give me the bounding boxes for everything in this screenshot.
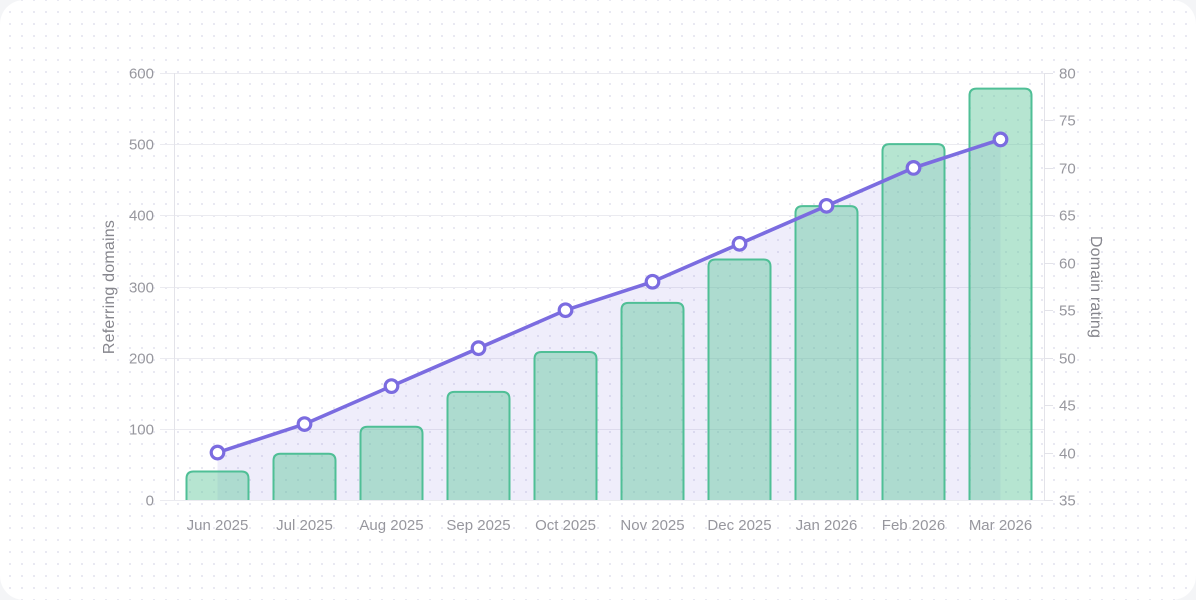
right-axis-tick-label: 75 [1059, 113, 1076, 130]
referring-domains-bar[interactable] [446, 390, 511, 500]
x-axis-category-label: Nov 2025 [620, 517, 684, 534]
domain-rating-point[interactable] [383, 378, 400, 395]
x-axis-category-label: Mar 2026 [969, 517, 1032, 534]
left-axis-tick-label: 600 [129, 66, 154, 83]
x-axis-category-label: Jul 2025 [276, 517, 333, 534]
right-axis-title: Domain rating [1087, 235, 1104, 339]
referring-domains-bar[interactable] [272, 452, 337, 500]
left-axis-tick-label: 300 [129, 280, 154, 297]
left-axis-tick-label: 200 [129, 351, 154, 368]
referring-domains-bar[interactable] [707, 258, 772, 500]
right-axis-tick-label: 50 [1059, 351, 1076, 368]
right-axis-tick-label: 40 [1059, 446, 1076, 463]
domain-rating-point[interactable] [644, 273, 661, 290]
right-axis-tick-label: 45 [1059, 398, 1076, 415]
referring-domains-bar[interactable] [620, 301, 685, 500]
left-axis-tick-label: 500 [129, 137, 154, 154]
x-axis-category-label: Sep 2025 [446, 517, 510, 534]
x-axis-category-label: Oct 2025 [535, 517, 596, 534]
left-axis-tick-label: 100 [129, 422, 154, 439]
referring-domains-bar[interactable] [533, 350, 598, 500]
right-axis-tick-label: 60 [1059, 256, 1076, 273]
right-axis-tick-label: 65 [1059, 208, 1076, 225]
referring-domains-bar[interactable] [794, 205, 859, 500]
right-axis-tick-label: 55 [1059, 303, 1076, 320]
domain-rating-point[interactable] [731, 235, 748, 252]
domain-rating-point[interactable] [557, 302, 574, 319]
x-axis-category-label: Dec 2025 [707, 517, 771, 534]
left-axis-title: Referring domains [101, 219, 118, 355]
referring-domains-bar[interactable] [359, 425, 424, 500]
x-axis-category-label: Feb 2026 [882, 517, 945, 534]
domain-rating-point[interactable] [209, 444, 226, 461]
domain-rating-point[interactable] [905, 159, 922, 176]
referring-domains-bar[interactable] [881, 143, 946, 500]
right-axis-tick-label: 35 [1059, 493, 1076, 510]
domain-rating-line [215, 137, 1003, 455]
domain-rating-point[interactable] [818, 197, 835, 214]
x-axis-category-label: Jan 2026 [796, 517, 858, 534]
right-axis-tick-label: 80 [1059, 66, 1076, 83]
x-axis-category-label: Aug 2025 [359, 517, 423, 534]
left-axis-tick-label: 0 [146, 493, 154, 510]
referring-domains-bar[interactable] [185, 470, 250, 500]
domain-rating-area [217, 139, 1001, 500]
referring-domains-bar[interactable] [968, 87, 1033, 500]
domain-rating-point[interactable] [296, 416, 313, 432]
right-axis-tick-label: 70 [1059, 161, 1076, 178]
domain-rating-point[interactable] [992, 131, 1009, 148]
domain-rating-point[interactable] [470, 340, 487, 357]
x-axis-category-label: Jun 2025 [187, 517, 249, 534]
left-axis-tick-label: 400 [129, 208, 154, 225]
